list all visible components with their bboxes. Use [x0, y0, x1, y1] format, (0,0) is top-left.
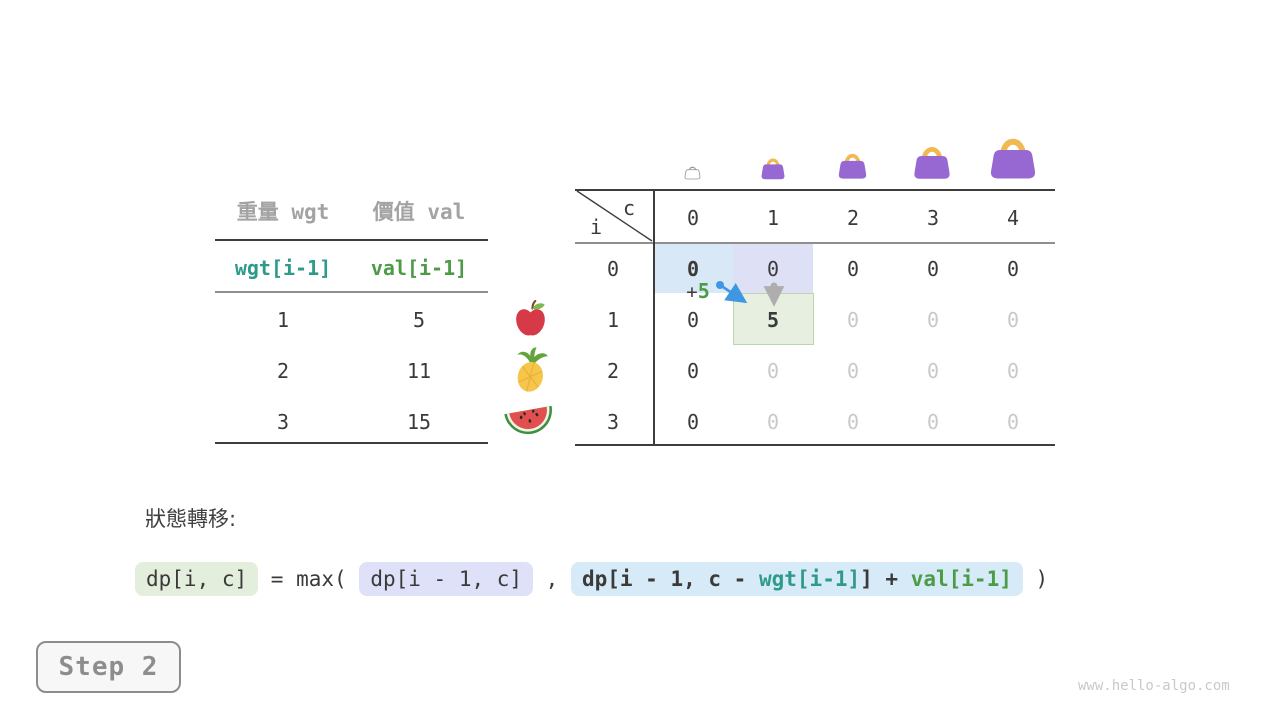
dp-cell-3-2: 0 — [846, 410, 860, 434]
items-table-header-weight: 重量 wgt — [236, 200, 330, 224]
dp-cell-0-3: 0 — [926, 257, 940, 281]
dp-cell-2-1: 0 — [766, 359, 780, 383]
item-weight: 3 — [276, 410, 290, 434]
dp-cell-1-1: 5 — [766, 308, 780, 332]
annotation-value: 5 — [697, 279, 710, 303]
dp-col-header: 0 — [686, 206, 700, 230]
item-value: 15 — [406, 410, 432, 434]
items-table-subheader-val: val[i-1] — [370, 256, 468, 280]
dp-cell-0-1: 0 — [766, 257, 780, 281]
formula-close-paren: ) — [1022, 567, 1049, 591]
dp-cell-3-4: 0 — [1006, 410, 1020, 434]
formula-comma: , — [533, 567, 571, 591]
formula-arg2-prefix: dp[i - 1, c - — [581, 567, 759, 591]
dp-table-divider-vertical — [653, 189, 655, 445]
items-table-header-value: 價值 val — [372, 200, 466, 224]
dp-cell-0-0: 0 — [686, 257, 700, 281]
dp-row-label: 3 — [606, 410, 620, 434]
apple-icon — [513, 300, 548, 338]
watermelon-icon — [504, 402, 554, 436]
watermark: www.hello-algo.com — [1078, 678, 1230, 694]
dp-row-label: 1 — [606, 308, 620, 332]
item-value: 5 — [412, 308, 426, 332]
dp-cell-2-4: 0 — [1006, 359, 1020, 383]
dp-corner-diagonal — [576, 190, 653, 242]
step-button[interactable]: Step 2 — [36, 641, 181, 693]
transition-annotation: +5 — [686, 279, 710, 303]
dp-cell-3-0: 0 — [686, 410, 700, 434]
annotation-plus-sign: + — [686, 281, 698, 303]
dp-table-rule-top — [575, 189, 1055, 191]
dp-cell-0-4: 0 — [1006, 257, 1020, 281]
dp-corner-row-label: i — [589, 215, 603, 239]
formula-lhs-chip: dp[i, c] — [135, 562, 259, 596]
dp-cell-1-3: 0 — [926, 308, 940, 332]
dp-col-header: 3 — [926, 206, 940, 230]
dp-cell-1-4: 0 — [1006, 308, 1020, 332]
bag-icon-empty — [684, 162, 701, 180]
dp-row-label: 2 — [606, 359, 620, 383]
formula-arg2-wgt: wgt[i-1] — [758, 567, 861, 591]
dp-cell-2-0: 0 — [686, 359, 700, 383]
dp-cell-3-3: 0 — [926, 410, 940, 434]
bag-icon-2 — [837, 148, 868, 180]
item-weight: 2 — [276, 359, 290, 383]
bag-icon-1 — [760, 154, 786, 180]
dp-cell-0-2: 0 — [846, 257, 860, 281]
pineapple-icon — [512, 347, 552, 393]
items-table-subheader-wgt: wgt[i-1] — [234, 256, 332, 280]
items-table-rule-top — [215, 239, 488, 241]
dp-col-header: 2 — [846, 206, 860, 230]
dp-cell-1-0: 0 — [686, 308, 700, 332]
dp-col-header: 4 — [1006, 206, 1020, 230]
bag-icon-4 — [987, 130, 1039, 180]
dp-table-rule-bottom — [575, 444, 1055, 446]
item-weight: 1 — [276, 308, 290, 332]
dp-row-label: 0 — [606, 257, 620, 281]
state-transition-formula: dp[i, c] = max( dp[i - 1, c] , dp[i - 1,… — [135, 562, 1048, 596]
dp-cell-2-3: 0 — [926, 359, 940, 383]
item-value: 11 — [406, 359, 432, 383]
dp-table-rule-header — [575, 242, 1055, 244]
dp-corner-col-label: c — [622, 196, 636, 220]
formula-arg2-mid: ] + — [860, 567, 911, 591]
dp-cell-1-2: 0 — [846, 308, 860, 332]
dp-col-header: 1 — [766, 206, 780, 230]
items-table-rule-bottom — [215, 442, 488, 444]
formula-arg2-val: val[i-1] — [910, 567, 1012, 591]
formula-arg1-chip: dp[i - 1, c] — [359, 562, 534, 596]
items-table-rule-mid — [215, 291, 488, 293]
state-transition-label: 狀態轉移: — [145, 507, 237, 531]
dp-cell-2-2: 0 — [846, 359, 860, 383]
step-button-label: Step 2 — [58, 652, 159, 682]
dp-cell-3-1: 0 — [766, 410, 780, 434]
formula-eq-max: = max( — [258, 567, 360, 591]
formula-arg2-chip: dp[i - 1, c - wgt[i-1]] + val[i-1] — [570, 562, 1023, 596]
bag-icon-3 — [911, 140, 953, 180]
